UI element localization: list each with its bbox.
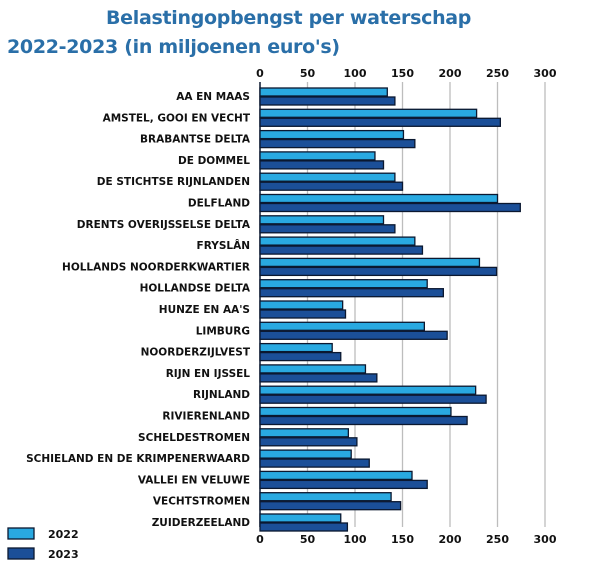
x-tick-label-bottom: 200 <box>439 533 462 546</box>
bar-2022-7 <box>259 236 416 246</box>
bar-2022-17 <box>259 449 352 459</box>
x-tick-label-top: 200 <box>439 67 462 80</box>
bar-2023-8 <box>259 266 498 277</box>
bar-2022-10 <box>259 300 344 310</box>
bar-2022-1 <box>259 108 478 118</box>
category-label: DE DOMMEL <box>178 155 250 167</box>
category-label: AA EN MAAS <box>176 91 250 103</box>
category-label: VALLEI EN VELUWE <box>138 474 250 486</box>
bar-2022-6 <box>259 215 385 225</box>
bar-2022-14 <box>259 385 477 395</box>
category-label: FRYSLÂN <box>197 239 250 252</box>
bar-2023-16 <box>259 437 358 447</box>
category-label: VECHTSTROMEN <box>153 496 250 508</box>
bar-2022-19 <box>259 492 392 502</box>
category-label: DRENTS OVERIJSSELSE DELTA <box>77 219 251 231</box>
x-tick-label-top: 300 <box>534 67 557 80</box>
bar-2023-10 <box>259 309 347 319</box>
bar-2022-0 <box>259 87 388 97</box>
x-tick-label-bottom: 150 <box>391 533 414 546</box>
category-label: BRABANTSE DELTA <box>140 134 251 146</box>
category-label: SCHIELAND EN DE KRIMPENERWAARD <box>26 453 250 465</box>
x-tick-label-top: 250 <box>486 67 509 80</box>
bar-2022-16 <box>259 428 349 438</box>
category-label: SCHELDESTROMEN <box>138 432 250 444</box>
category-label: HOLLANDSE DELTA <box>140 283 251 295</box>
bar-2023-2 <box>259 138 416 149</box>
bar-2022-12 <box>259 342 333 353</box>
bar-2022-11 <box>259 321 426 331</box>
bar-2023-11 <box>259 330 448 340</box>
bar-2022-2 <box>259 129 405 140</box>
legend-label-2022: 2022 <box>48 528 79 541</box>
bar-2023-5 <box>259 202 521 213</box>
bar-2022-8 <box>259 257 481 268</box>
bar-2023-17 <box>259 458 370 468</box>
bar-2022-18 <box>259 470 413 481</box>
bar-2023-0 <box>259 96 396 106</box>
category-label: HOLLANDS NOORDERKWARTIER <box>62 261 250 273</box>
bar-2023-12 <box>259 351 342 362</box>
category-label: DELFLAND <box>188 198 250 210</box>
category-label: AMSTEL, GOOI EN VECHT <box>103 112 251 124</box>
bar-2023-13 <box>259 373 378 383</box>
category-label: NOORDERZIJLVEST <box>141 347 251 359</box>
category-label: LIMBURG <box>196 325 250 337</box>
bar-2022-20 <box>259 513 342 523</box>
category-label: HUNZE EN AA'S <box>159 304 250 316</box>
category-label: RIVIERENLAND <box>162 411 250 423</box>
x-tick-label-bottom: 300 <box>534 533 557 546</box>
x-tick-label-top: 0 <box>256 67 264 80</box>
bar-2022-4 <box>259 172 396 182</box>
legend-swatch-2023 <box>7 547 35 560</box>
bar-2023-15 <box>259 415 468 426</box>
bar-2023-6 <box>259 224 396 234</box>
x-tick-label-bottom: 50 <box>300 533 316 546</box>
bar-2022-13 <box>259 364 367 374</box>
bar-2023-14 <box>259 394 487 404</box>
legend-label-2023: 2023 <box>48 548 79 561</box>
bar-2022-9 <box>259 279 428 289</box>
x-tick-label-top: 100 <box>344 67 367 80</box>
x-tick-label-top: 50 <box>300 67 316 80</box>
bar-2023-3 <box>259 160 385 170</box>
category-label: RIJN EN IJSSEL <box>166 368 251 380</box>
bar-2023-19 <box>259 501 402 511</box>
x-tick-label-bottom: 100 <box>344 533 367 546</box>
bar-2023-9 <box>259 288 445 298</box>
x-tick-label-bottom: 0 <box>256 533 264 546</box>
bar-2023-1 <box>259 117 502 127</box>
bar-2022-15 <box>259 406 452 417</box>
bar-2023-18 <box>259 479 428 490</box>
chart-subtitle: 2022-2023 (in miljoenen euro's) <box>7 36 340 58</box>
bar-2022-3 <box>259 151 376 161</box>
bar-2023-20 <box>259 522 349 532</box>
category-label: DE STICHTSE RIJNLANDEN <box>97 176 250 188</box>
bar-2023-7 <box>259 245 424 255</box>
category-label: RIJNLAND <box>193 389 250 401</box>
category-label: ZUIDERZEELAND <box>152 517 251 529</box>
chart-title: Belastingopbengst per waterschap <box>106 7 472 29</box>
x-tick-label-top: 150 <box>391 67 414 80</box>
legend-swatch-2022 <box>7 527 35 540</box>
bar-2023-4 <box>259 181 404 191</box>
bar-2022-5 <box>259 193 499 204</box>
x-tick-label-bottom: 250 <box>486 533 509 546</box>
